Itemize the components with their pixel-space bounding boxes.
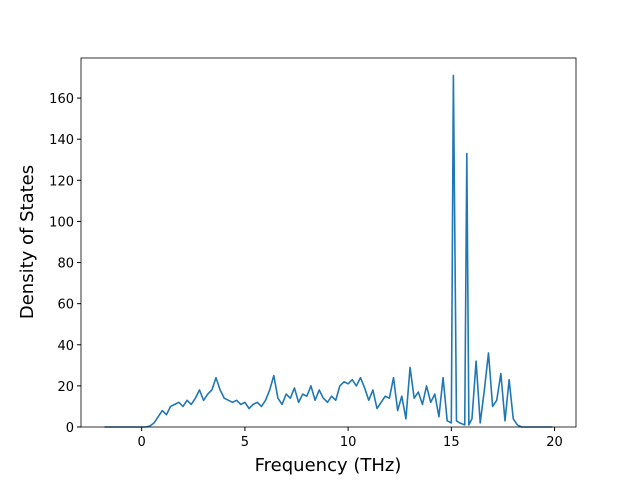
y-tick-label: 100 [49,215,74,230]
y-tick-label: 60 [57,298,74,313]
y-tick-label: 120 [49,174,74,189]
y-tick-label: 80 [57,257,74,272]
line-series [104,74,553,428]
y-tick-label: 40 [57,339,74,354]
x-tick-label: 20 [546,435,563,450]
x-tick-label: 5 [241,435,249,450]
y-tick-label: 20 [57,380,74,395]
y-tick-label: 160 [49,92,74,107]
x-tick-label: 10 [340,435,357,450]
y-tick-label: 140 [49,133,74,148]
x-axis-label: Frequency (THz) [255,455,402,476]
x-tick-label: 0 [138,435,146,450]
x-tick-label: 15 [443,435,460,450]
y-axis-label: Density of States [17,165,38,319]
y-tick-label: 0 [66,421,74,436]
plot-frame [80,57,577,428]
